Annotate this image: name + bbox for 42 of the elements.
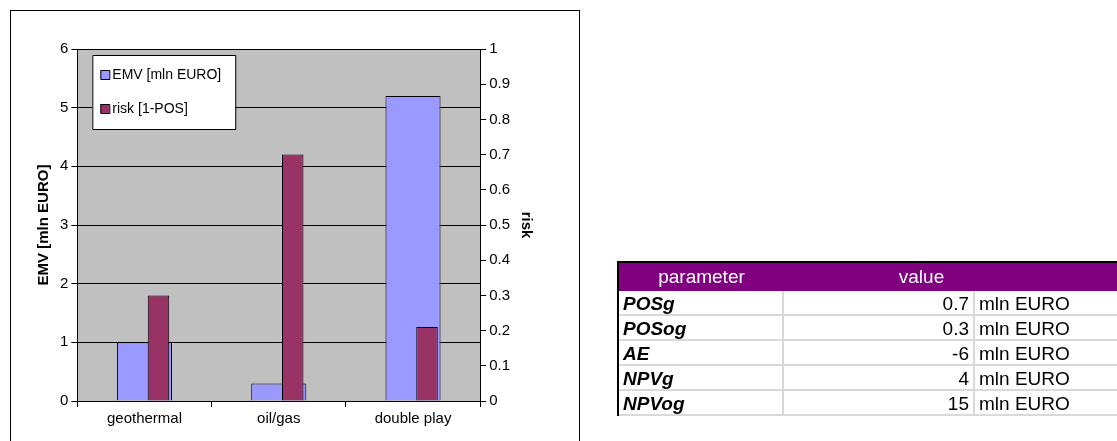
text: mln EURO bbox=[975, 316, 1117, 341]
x-tick-label: geothermal bbox=[106, 409, 182, 427]
y-tick-label: 3 bbox=[60, 215, 69, 233]
y2-tick-label: 0.9 bbox=[489, 74, 511, 92]
y2-tick-label: 0 bbox=[489, 391, 498, 409]
text: mln EURO bbox=[975, 391, 1117, 416]
text: 0.3 bbox=[784, 316, 975, 341]
text: -6 bbox=[784, 341, 975, 366]
y-axis-title: EMV [mln EURO] bbox=[34, 164, 52, 286]
y-tick-label: 1 bbox=[60, 332, 69, 350]
text: 4 bbox=[784, 366, 975, 391]
legend-label: EMV [mln EURO] bbox=[112, 65, 222, 82]
x-tick-label: double play bbox=[374, 409, 452, 427]
y2-tick-label: 0.8 bbox=[489, 109, 511, 127]
text: NPVog bbox=[619, 391, 784, 416]
text: POSog bbox=[619, 316, 784, 341]
y2-axis-title: risk bbox=[518, 211, 536, 239]
x-tick-label: oil/gas bbox=[257, 409, 301, 427]
text: mln EURO bbox=[975, 341, 1117, 366]
text: POSg bbox=[619, 291, 784, 316]
y2-tick-label: 0.4 bbox=[489, 250, 511, 268]
text: AE bbox=[619, 341, 784, 366]
y2-tick-label: 0.2 bbox=[489, 320, 511, 338]
y-tick-label: 0 bbox=[60, 391, 69, 409]
y-tick-label: 2 bbox=[60, 273, 69, 291]
text: parameter bbox=[657, 265, 746, 289]
y2-tick-label: 0.1 bbox=[489, 355, 511, 373]
text: mln EURO bbox=[975, 291, 1117, 316]
text: value bbox=[897, 265, 946, 289]
y2-tick-label: 0.5 bbox=[489, 215, 511, 233]
y-tick-label: 4 bbox=[60, 156, 69, 174]
y-tick-label: 5 bbox=[60, 97, 69, 115]
y2-tick-label: 0.3 bbox=[489, 285, 511, 303]
text: mln EURO bbox=[975, 366, 1117, 391]
y-tick-label: 6 bbox=[60, 39, 69, 57]
text: NPVg bbox=[619, 366, 784, 391]
legend-label: risk [1-POS] bbox=[112, 99, 188, 116]
y2-tick-label: 0.7 bbox=[489, 144, 511, 162]
text: 15 bbox=[784, 391, 975, 416]
text: 0.7 bbox=[784, 291, 975, 316]
y2-tick-label: 0.6 bbox=[489, 179, 511, 197]
y2-tick-label: 1 bbox=[489, 39, 498, 57]
